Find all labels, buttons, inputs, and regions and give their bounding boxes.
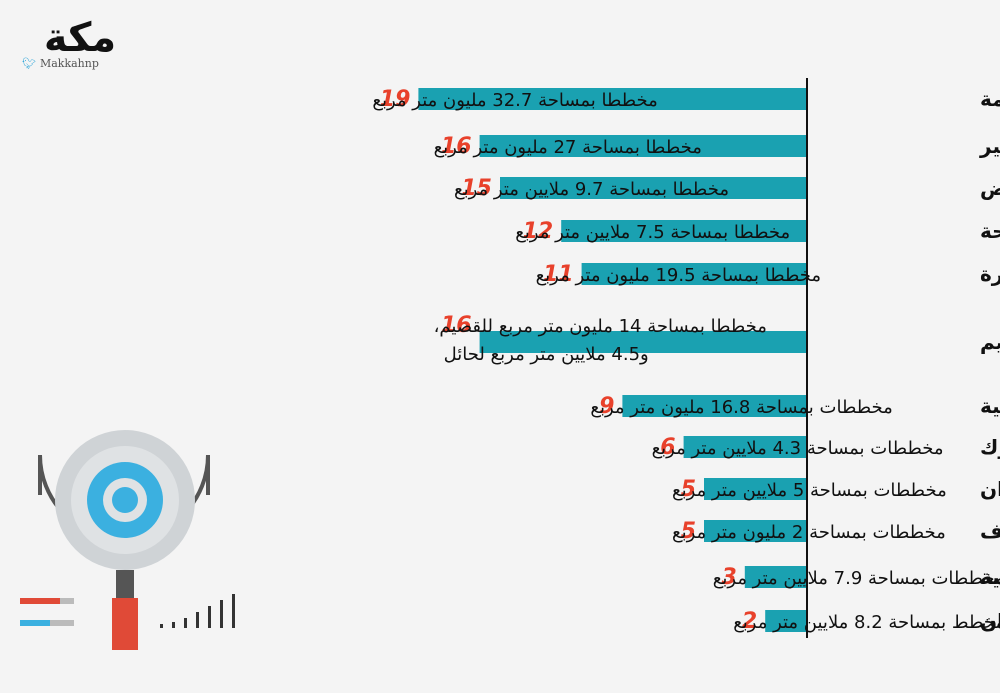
annotation-1-0: مخططا بمساحة 27 مليون متر مربع (434, 137, 702, 158)
logo-text: مكة (43, 15, 118, 61)
annotation-10-0: مخططات بمساحة 7.9 ملايين متر مربع (713, 568, 1000, 589)
value-label-10: 3 (721, 565, 736, 590)
category-label-11: نجران (980, 609, 1000, 633)
value-label-3: 12 (523, 219, 554, 244)
value-label-1: 16 (441, 134, 472, 159)
logo: مكة (20, 14, 150, 84)
annotation-7-0: مخططات بمساحة 4.3 ملايين متر مربع (652, 438, 944, 459)
category-label-7: تبوك (980, 435, 1000, 459)
annotation-5-0: مخططا بمساحة 14 مليون متر مربع للقصيم، (434, 316, 767, 337)
annotation-5-1: و4.5 ملايين متر مربع لحائل (444, 344, 649, 365)
value-label-9: 5 (681, 519, 696, 544)
annotation-2-0: مخططا بمساحة 9.7 ملايين متر مربع (454, 179, 729, 200)
bar-2 (500, 177, 806, 199)
value-label-5: 16 (441, 313, 472, 338)
annotation-6-0: مخططات بمساحة 16.8 مليون متر مربع (590, 397, 892, 418)
annotation-9-0: مخططات بمساحة 2 مليون متر مربع (672, 522, 946, 543)
value-label-2: 15 (461, 176, 492, 201)
bar-6 (622, 395, 806, 417)
category-label-6: الشرقية (980, 394, 1000, 418)
category-label-10: الحدود الشمالية (980, 565, 1000, 589)
annotation-11-0: مخطط بمساحة 8.2 ملايين متر مربع (733, 612, 1000, 633)
category-label-0: مكة المكرمة (980, 87, 1000, 111)
category-label-3: الباحة (980, 219, 1000, 243)
bar-1 (479, 135, 806, 157)
annotation-8-0: مخططات بمساحة 5 ملايين متر مربع (672, 480, 947, 501)
category-label-9: الجوف (980, 519, 1000, 543)
value-label-0: 19 (380, 87, 411, 112)
category-label-4: المدينة المنورة (980, 262, 1000, 286)
value-label-8: 5 (681, 477, 696, 502)
bar-10 (744, 566, 806, 588)
bar-8 (704, 478, 806, 500)
bar-5 (479, 331, 806, 353)
category-label-2: الرياض (980, 176, 1000, 200)
bar-7 (683, 436, 806, 458)
category-label-8: جازان (980, 477, 1000, 501)
mini-legend-icon (20, 598, 74, 626)
category-label-5: حائل والقصيم (980, 330, 1000, 354)
annotation-4-0: مخططا بمساحة 19.5 مليون متر مربع (536, 265, 821, 286)
twitter-handle: 🐦︎ Makkahnp (22, 57, 99, 70)
chart-axis-line (806, 78, 808, 638)
value-label-7: 6 (660, 435, 675, 460)
bar-4 (581, 263, 806, 285)
bar-0 (418, 88, 806, 110)
bar-3 (561, 220, 806, 242)
annotation-3-0: مخططا بمساحة 7.5 ملايين متر مربع (515, 222, 790, 243)
category-label-1: عسير (979, 134, 1000, 158)
bar-11 (765, 610, 806, 632)
annotation-0-0: مخططا بمساحة 32.7 مليون متر مربع (372, 90, 657, 111)
value-label-11: 2 (742, 609, 757, 634)
bird-icon: 🐦︎ (22, 57, 36, 70)
signal-bars-icon (160, 594, 235, 628)
bar-9 (704, 520, 806, 542)
magnifier-illustration (38, 430, 210, 650)
twitter-handle-text: Makkahnp (39, 57, 99, 70)
value-label-6: 9 (599, 394, 614, 419)
value-label-4: 11 (543, 262, 574, 287)
